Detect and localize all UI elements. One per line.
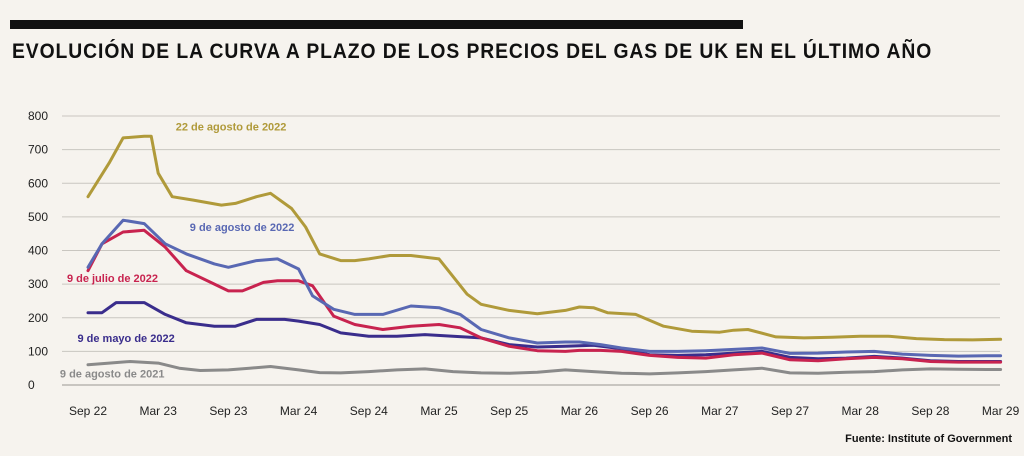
series-line-1 (86, 218, 1003, 358)
series-line-0 (86, 134, 1003, 342)
y-tick-label: 600 (28, 176, 48, 190)
x-tick-label: Mar 24 (280, 404, 318, 418)
x-tick-label: Mar 29 (982, 404, 1020, 418)
series-lines (86, 134, 1003, 376)
y-tick-label: 500 (28, 210, 48, 224)
x-tick-label: Mar 28 (842, 404, 880, 418)
y-tick-label: 800 (28, 109, 48, 123)
series-label-3: 9 de mayo de 2022 (77, 333, 174, 345)
x-axis: Sep 22 Mar 23 Sep 23 Mar 24 Sep 24 Mar 25 Sep … (69, 404, 1020, 418)
y-axis: 0 100 200 300 400 500 600 700 800 (28, 109, 48, 392)
x-tick-label: Sep 26 (631, 404, 669, 418)
x-tick-label: Sep 22 (69, 404, 107, 418)
series-label-0: 22 de agosto de 2022 (176, 121, 287, 133)
y-tick-label: 700 (28, 143, 48, 157)
x-tick-label: Mar 26 (561, 404, 599, 418)
x-tick-label: Mar 25 (420, 404, 458, 418)
series-labels: 22 de agosto de 2022 9 de agosto de 2022 9… (60, 121, 294, 380)
series-label-1: 9 de agosto de 2022 (190, 222, 295, 234)
y-tick-label: 300 (28, 277, 48, 291)
x-tick-label: Sep 24 (350, 404, 388, 418)
y-tick-label: 400 (28, 244, 48, 258)
x-tick-label: Sep 25 (490, 404, 528, 418)
x-tick-label: Sep 28 (911, 404, 949, 418)
series-label-4: 9 de agosto de 2021 (60, 369, 165, 381)
chart-title: EVOLUCIÓN DE LA CURVA A PLAZO DE LOS PRE… (12, 40, 933, 63)
series-line-2 (86, 228, 1003, 364)
title-rule (10, 20, 743, 29)
y-tick-label: 0 (28, 378, 35, 392)
x-tick-label: Mar 27 (701, 404, 739, 418)
x-tick-label: Sep 23 (209, 404, 247, 418)
source-note: Fuente: Institute of Government (845, 433, 1012, 445)
y-tick-label: 100 (28, 344, 48, 358)
series-line-4 (86, 360, 1003, 376)
series-label-2: 9 de julio de 2022 (67, 273, 158, 285)
x-tick-label: Mar 23 (140, 404, 178, 418)
grid (62, 115, 1000, 386)
x-tick-label: Sep 27 (771, 404, 809, 418)
y-tick-label: 200 (28, 311, 48, 325)
